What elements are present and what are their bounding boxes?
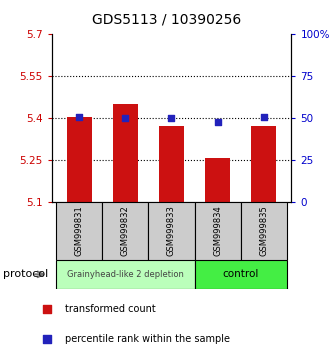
Bar	[102, 202, 149, 260]
Text: protocol: protocol	[3, 269, 49, 279]
Text: control: control	[222, 269, 259, 279]
Text: GSM999833: GSM999833	[167, 206, 176, 256]
Bar	[205, 158, 230, 202]
Text: GSM999831: GSM999831	[75, 206, 84, 256]
Text: GSM999834: GSM999834	[213, 206, 222, 256]
Text: percentile rank within the sample: percentile rank within the sample	[65, 334, 230, 344]
Text: GDS5113 / 10390256: GDS5113 / 10390256	[92, 12, 241, 27]
Bar	[56, 260, 194, 289]
Bar	[67, 117, 92, 202]
Point	[215, 119, 220, 125]
Point	[77, 114, 82, 120]
Bar	[113, 104, 138, 202]
Bar	[56, 202, 102, 260]
Bar	[241, 202, 287, 260]
Point	[44, 336, 50, 342]
Text: transformed count: transformed count	[65, 304, 156, 314]
Text: GSM999835: GSM999835	[259, 206, 268, 256]
Bar	[159, 126, 184, 202]
Text: GSM999832: GSM999832	[121, 206, 130, 256]
Bar	[149, 202, 194, 260]
Point	[44, 306, 50, 312]
Text: Grainyhead-like 2 depletion: Grainyhead-like 2 depletion	[67, 270, 184, 279]
Bar	[194, 202, 241, 260]
Bar	[251, 126, 276, 202]
Bar	[194, 260, 287, 289]
Point	[261, 114, 266, 120]
Point	[123, 115, 128, 120]
Point	[169, 115, 174, 120]
